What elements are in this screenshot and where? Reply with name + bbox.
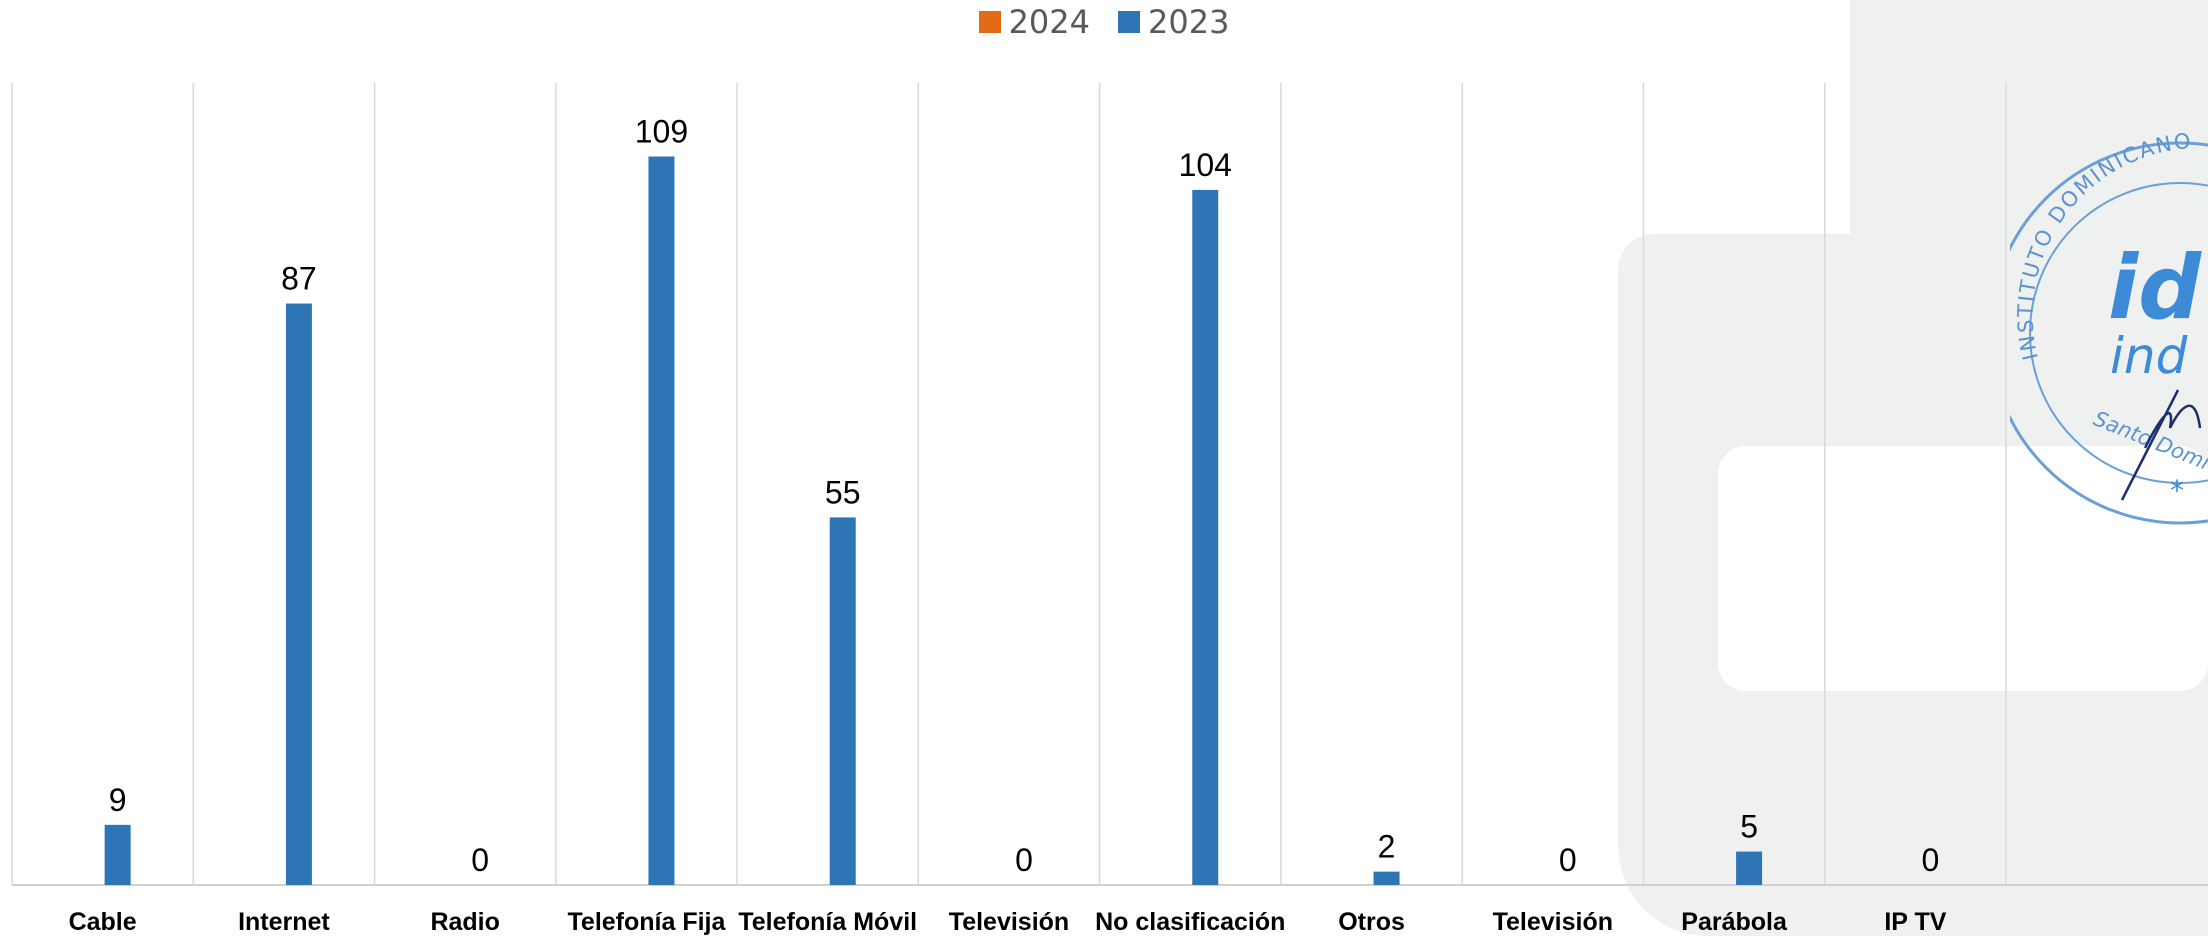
bar-2023	[829, 517, 856, 885]
institution-stamp: INSTITUTO DOMINICANO D id ind Santo Domi…	[2010, 128, 2208, 525]
background-panel-top	[1850, 0, 2208, 236]
x-tick-label: Televisión	[1493, 908, 1613, 936]
x-tick-label: Telefonía Fija	[568, 908, 727, 936]
data-label: 0	[1921, 842, 1939, 878]
background-white-cutout	[1718, 446, 2208, 691]
x-tick-label: No clasificación	[1095, 908, 1285, 936]
x-tick-label: Televisión	[949, 908, 1069, 936]
stamp-logo-text: id	[2108, 236, 2202, 339]
bar-2023	[104, 824, 131, 885]
bar-2023	[1373, 871, 1400, 885]
bar-2023	[648, 156, 675, 885]
x-tick-label: Otros	[1338, 908, 1405, 936]
data-label: 104	[1179, 147, 1232, 183]
data-label: 0	[471, 842, 489, 878]
data-label: 0	[1015, 842, 1033, 878]
data-label: 87	[281, 261, 317, 297]
legend-label-2023: 2023	[1148, 3, 1230, 41]
legend-swatch-2023	[1118, 11, 1140, 33]
stamp-star-icon: *	[2170, 474, 2184, 507]
data-label: 2	[1378, 829, 1396, 865]
data-label: 0	[1559, 842, 1577, 878]
data-label: 9	[109, 782, 127, 818]
legend-item-2023: 2023	[1118, 3, 1229, 41]
legend-label-2024: 2024	[1008, 3, 1090, 41]
legend-swatch-2024	[978, 11, 1001, 33]
bar-2023	[1192, 189, 1219, 885]
data-label: 5	[1740, 809, 1758, 845]
x-tick-label: Cable	[69, 908, 137, 936]
data-label: 109	[635, 114, 688, 150]
bar-2023	[285, 303, 312, 885]
stamp-outer-ring	[2010, 141, 2208, 525]
stamp-signature	[2120, 389, 2202, 501]
bar-2023	[1736, 851, 1763, 885]
x-tick-label: IP TV	[1884, 908, 1946, 936]
x-tick-label: Radio	[430, 908, 499, 936]
x-tick-label: Internet	[238, 908, 330, 936]
legend-item-2024: 2024	[978, 3, 1090, 41]
stamp-inner-ring	[2029, 182, 2208, 484]
x-tick-label: Parábola	[1681, 908, 1788, 936]
stamp-logo-subtext: ind	[2110, 327, 2188, 385]
data-label: 55	[825, 474, 861, 510]
x-tick-label: Telefonía Móvil	[738, 908, 917, 936]
chart-legend: 2024 2023	[0, 0, 2208, 44]
